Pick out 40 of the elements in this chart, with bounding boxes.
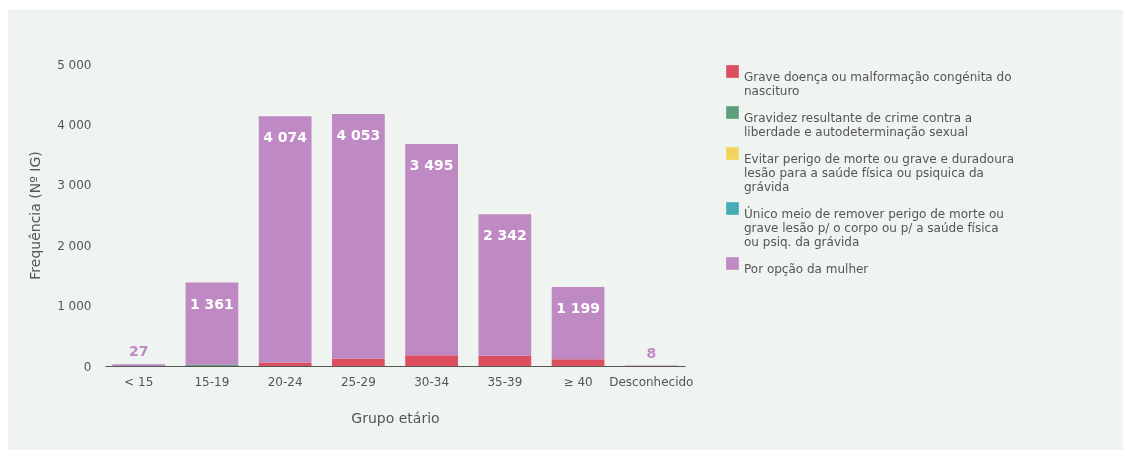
legend-label: Grave doença ou malformação congénita do nascituro — [744, 69, 1012, 98]
legend-label: Por opção da mulher — [744, 261, 869, 276]
bar — [551, 286, 605, 360]
y-tick-label: 2 000 — [57, 238, 92, 253]
data-label: 4 053 — [336, 126, 381, 143]
y-axis-title: Frequência (Nº IG) — [27, 151, 44, 280]
data-label: 1 361 — [190, 295, 234, 312]
data-label: 3 495 — [409, 157, 454, 174]
y-tick-label: 5 000 — [57, 57, 92, 72]
bar — [405, 144, 458, 356]
legend-label: Gravidez resultante de crime contra a liberdade e autodeterminação sexual — [744, 110, 973, 139]
bar — [478, 214, 532, 356]
bar — [405, 355, 458, 366]
x-axis-title: Grupo etário — [351, 409, 440, 426]
bar — [258, 116, 312, 363]
x-tick-label: < 15 — [124, 374, 154, 389]
y-tick-label: 1 000 — [57, 299, 92, 314]
data-label: 27 — [128, 343, 149, 360]
bar — [332, 358, 385, 366]
legend-label: Evitar perigo de morte ou grave e duradoura lesão para a saúde física ou psiquica da grávida — [744, 151, 1015, 194]
bar — [332, 113, 385, 359]
x-tick-label: 35-39 — [487, 374, 523, 389]
x-tick-label: Desconhecido — [609, 374, 694, 389]
x-tick-label: 20-24 — [267, 374, 303, 389]
bar — [551, 359, 605, 366]
x-tick-label: 25-29 — [340, 374, 376, 389]
data-label: 1 199 — [556, 299, 600, 316]
legend-label: Único meio de remover perigo de morte ou grave lesão p/ o corpo ou p/ a saúde física ou psiq. da grávida — [744, 205, 1004, 249]
x-tick-label: 30-34 — [414, 374, 450, 389]
bar — [185, 282, 239, 365]
bar — [478, 355, 532, 366]
data-label: 4 074 — [263, 129, 308, 146]
x-tick-label: 15-19 — [194, 374, 230, 389]
data-label: 8 — [646, 344, 657, 361]
y-tick-label: 4 000 — [57, 117, 92, 132]
y-tick-label: 3 000 — [57, 178, 92, 193]
y-tick-label: 0 — [83, 359, 92, 374]
x-tick-label: ≥ 40 — [563, 374, 593, 389]
bar — [258, 362, 312, 366]
data-label: 2 342 — [482, 227, 527, 244]
